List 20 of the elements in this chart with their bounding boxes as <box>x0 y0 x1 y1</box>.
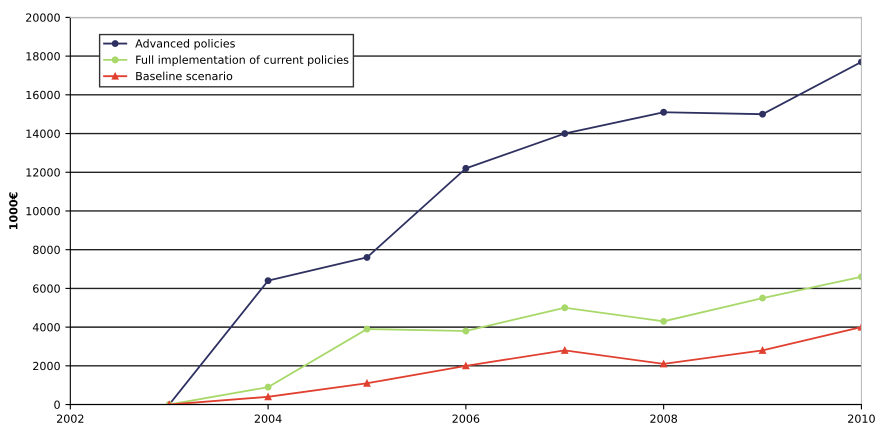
x-tick-label: 2008 <box>650 414 678 423</box>
y-tick-label: 10000 <box>26 206 60 216</box>
legend-label: Baseline scenario <box>136 72 232 80</box>
y-tick-label: 18000 <box>26 52 60 60</box>
legend-label: Full implementation of current policies <box>136 55 348 66</box>
y-tick-label: 20000 <box>26 13 60 22</box>
y-tick-label: 14000 <box>26 130 60 138</box>
legend-label: Advanced policies <box>135 39 235 50</box>
y-tick-label: 4000 <box>32 323 60 332</box>
y-axis-title: 1000€ <box>9 192 18 230</box>
y-tick-label: 8000 <box>33 246 60 254</box>
x-tick-label: 2006 <box>452 414 480 423</box>
y-tick-label: 2000 <box>33 362 60 370</box>
y-tick-label: 0 <box>54 400 60 409</box>
x-tick-label: 2002 <box>56 414 84 423</box>
y-tick-label: 12000 <box>26 168 60 177</box>
x-tick-label: 2004 <box>254 414 282 423</box>
x-tick-label: 2010 <box>848 414 875 423</box>
y-tick-label: 6000 <box>33 284 60 293</box>
y-tick-label: 16000 <box>26 90 60 100</box>
